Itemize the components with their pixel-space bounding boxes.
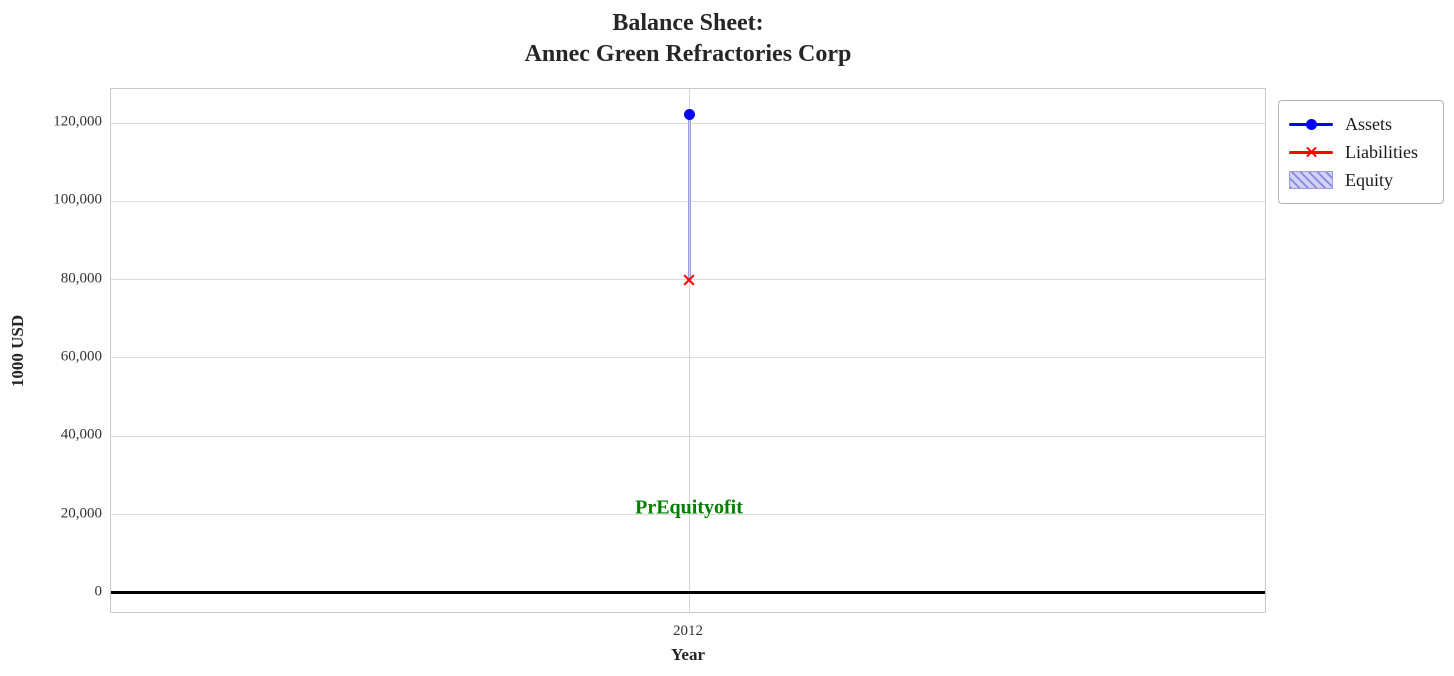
assets-data-point [683, 108, 695, 120]
liabilities-data-point [683, 274, 695, 286]
legend-item-equity: Equity [1289, 166, 1433, 194]
y-tick-label: 40,000 [60, 426, 102, 443]
chart-title: Balance Sheet: Annec Green Refractories … [110, 8, 1266, 70]
zero-axis-line [111, 591, 1265, 595]
legend-item-assets: Assets [1289, 110, 1433, 138]
legend-label-equity: Equity [1345, 169, 1393, 190]
assets-line-marker-icon [1289, 115, 1333, 133]
gridline-horizontal [111, 357, 1265, 359]
legend-label-liabilities: Liabilities [1345, 141, 1418, 162]
chart-title-line-1: Balance Sheet: [612, 10, 764, 36]
gridline-horizontal [111, 435, 1265, 437]
y-tick-label: 120,000 [53, 113, 102, 130]
x-axis-label: Year [671, 645, 705, 664]
x-tick-label: 2012 [673, 623, 703, 639]
chart-title-line-2: Annec Green Refractories Corp [524, 41, 852, 67]
y-tick-label: 60,000 [60, 348, 102, 365]
y-tick-label: 20,000 [60, 505, 102, 522]
equity-hatched-patch-icon [1289, 171, 1333, 189]
gridline-horizontal [111, 514, 1265, 516]
gridline-vertical [688, 89, 690, 612]
legend-item-liabilities: Liabilities [1289, 138, 1433, 166]
chart-annotation: PrEquityofit [635, 496, 743, 519]
liabilities-line-marker-icon [1289, 143, 1333, 161]
plot-area: PrEquityofit [110, 88, 1266, 613]
chart-legend: Assets Liabilities Equity [1278, 100, 1444, 204]
y-tick-label: 100,000 [53, 191, 102, 208]
equity-bar [687, 114, 691, 280]
y-tick-label: 80,000 [60, 270, 102, 287]
y-tick-label: 0 [94, 583, 103, 600]
legend-label-assets: Assets [1345, 113, 1393, 134]
